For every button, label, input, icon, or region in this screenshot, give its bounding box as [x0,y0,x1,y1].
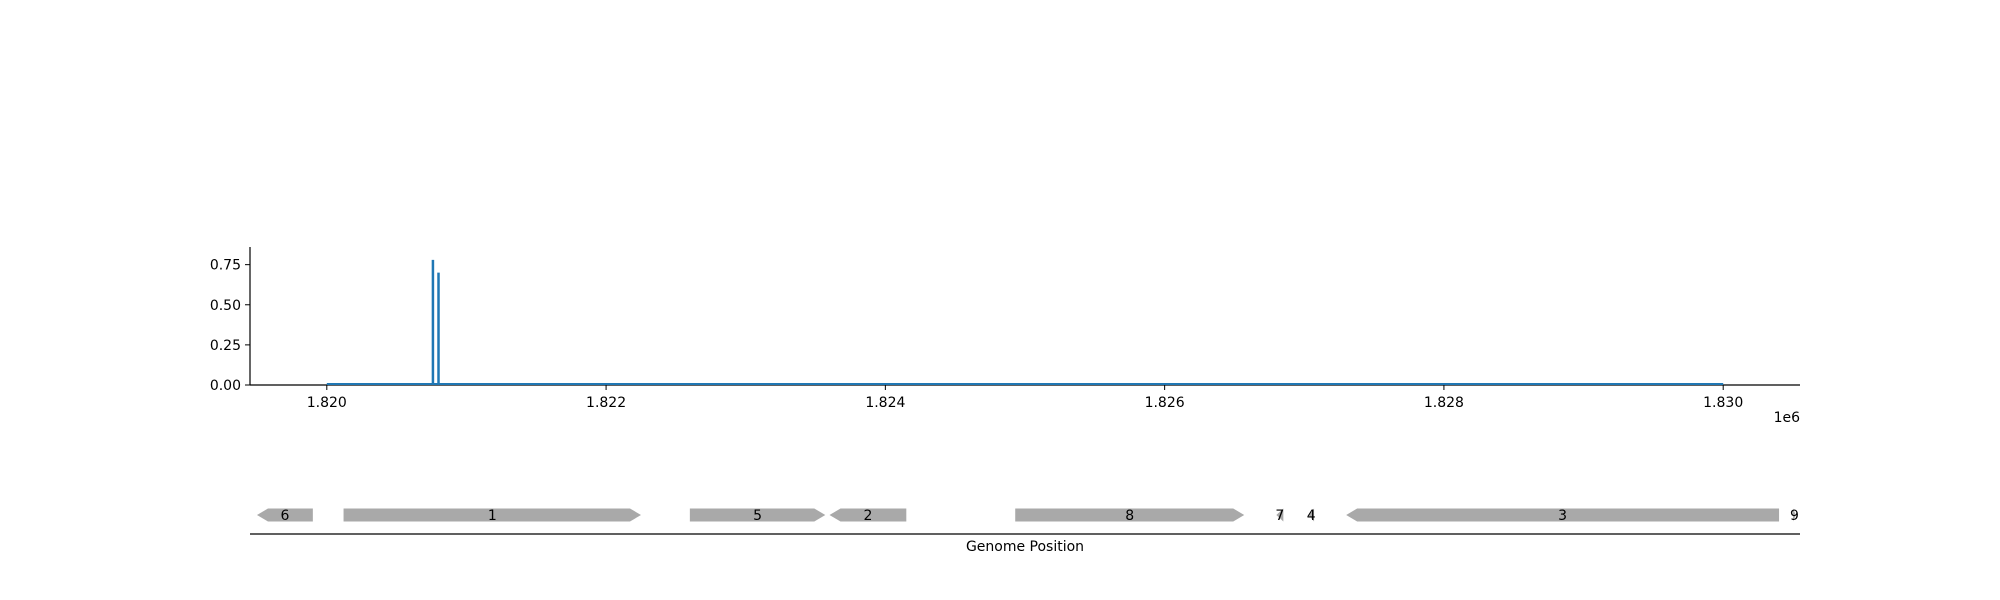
gene-label: 2 [863,508,872,524]
gene-arrow [689,508,826,522]
coverage-plot: 1.820 1.822 1.824 1.826 1.828 1.830 1e6 0.00 0.2… [210,247,1800,426]
x-tick-label: 1.820 [307,395,347,411]
y-tick-label: 0.75 [210,258,241,274]
x-tick-label: 1.824 [865,395,905,411]
gene-arrow [256,508,313,522]
gene-label: 8 [1125,508,1134,524]
x-tick-label: 1.830 [1703,395,1743,411]
gene-arrow [1308,508,1315,522]
gene-label: 3 [1558,508,1567,524]
gene-track-x-label: Genome Position [966,539,1084,555]
x-tick-label: 1.826 [1145,395,1185,411]
gene-arrow [1276,508,1284,522]
y-tick-label: 0.00 [210,378,241,394]
x-tick-label: 1.822 [586,395,626,411]
gene-track: Genome Position 6 1 5 2 8 7 4 3 9 [250,508,1800,555]
gene-label: 1 [488,508,497,524]
gene-arrow [1015,508,1245,522]
gene-arrow [343,508,641,522]
gene-label: 4 [1307,508,1316,524]
y-tick-label: 0.25 [210,338,241,354]
gene-label: 5 [753,508,762,524]
gene-label: 6 [280,508,289,524]
gene-arrow [1793,508,1796,522]
x-offset-label: 1e6 [1774,410,1801,426]
gene-label: 9 [1790,508,1799,524]
y-tick-label: 0.50 [210,298,241,314]
gene-arrow [829,508,907,522]
gene-arrow [1346,508,1780,522]
gene-label: 7 [1275,508,1284,524]
x-tick-label: 1.828 [1424,395,1464,411]
